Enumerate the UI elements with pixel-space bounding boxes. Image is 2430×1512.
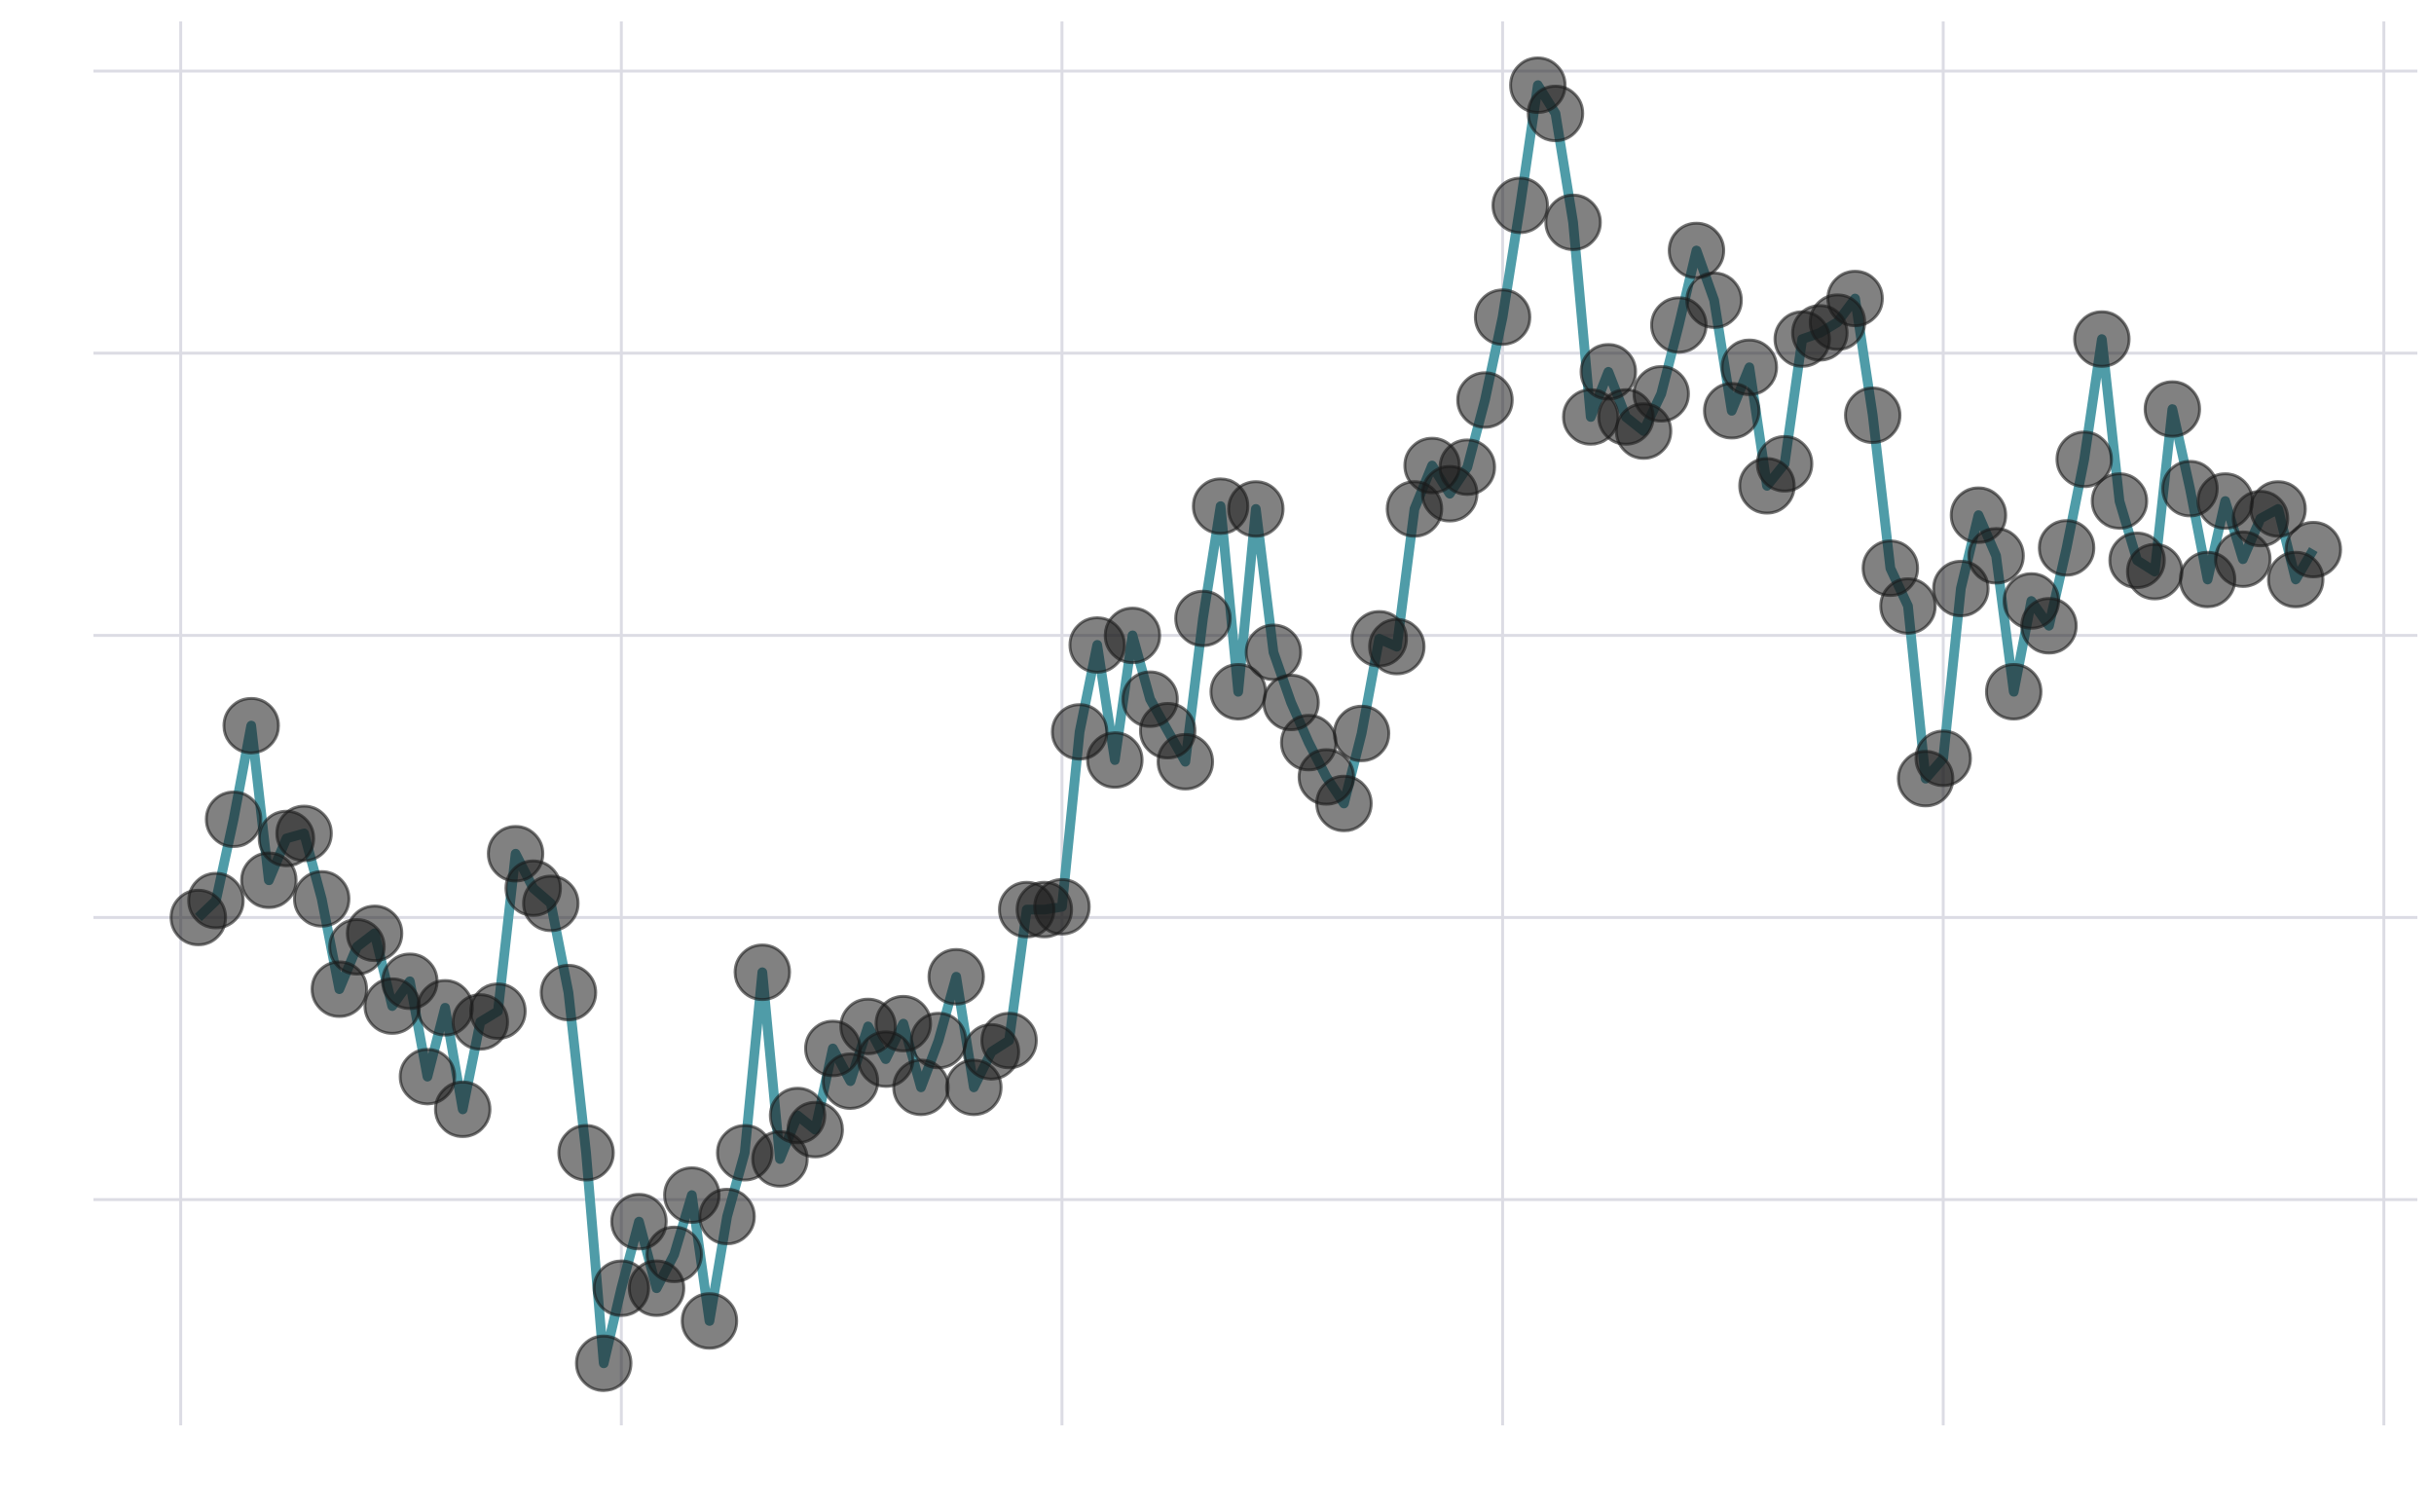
point	[1984, 663, 2043, 721]
line	[195, 80, 2318, 1369]
point	[609, 1193, 668, 1251]
point	[1455, 371, 1514, 429]
point	[539, 963, 598, 1021]
point	[1314, 774, 1373, 832]
point	[681, 1292, 739, 1350]
point	[2125, 542, 2184, 601]
point	[574, 1334, 633, 1392]
point	[1438, 438, 1496, 497]
point	[2073, 310, 2131, 368]
point	[1086, 731, 1144, 790]
point	[927, 947, 985, 1006]
point	[433, 1080, 492, 1138]
point	[1914, 729, 1972, 788]
point	[1544, 193, 1602, 251]
point	[1333, 704, 1391, 762]
point	[786, 1100, 844, 1159]
point	[1685, 271, 1744, 329]
point	[1967, 527, 2025, 585]
point	[1527, 84, 1585, 142]
point	[1879, 576, 1937, 635]
point	[1103, 607, 1161, 665]
point	[2249, 480, 2307, 538]
point	[1932, 559, 1990, 617]
point	[909, 1012, 968, 1070]
point	[1244, 623, 1303, 682]
point	[346, 904, 404, 963]
point	[2020, 597, 2079, 655]
point	[557, 1124, 615, 1182]
point	[1632, 365, 1690, 424]
point	[1227, 480, 1285, 538]
point	[2055, 430, 2114, 489]
point	[1844, 387, 1902, 445]
point	[2038, 519, 2096, 577]
point	[2090, 472, 2149, 531]
point	[1755, 434, 1814, 493]
point	[698, 1188, 756, 1246]
point	[1368, 617, 1426, 676]
point	[1491, 176, 1550, 235]
point	[468, 982, 527, 1041]
point	[1473, 288, 1531, 347]
point	[1668, 221, 1726, 279]
point	[2284, 520, 2342, 578]
point	[1157, 732, 1215, 791]
point	[645, 1225, 704, 1283]
point	[2143, 380, 2201, 438]
point	[1033, 877, 1091, 936]
point	[522, 874, 580, 933]
point	[204, 791, 263, 849]
point	[1825, 270, 1884, 328]
point	[1174, 589, 1233, 647]
point	[222, 696, 280, 755]
point	[979, 1012, 1038, 1070]
point	[1720, 338, 1779, 396]
point	[733, 943, 792, 1002]
point	[187, 871, 245, 930]
point	[292, 869, 350, 928]
point	[275, 804, 333, 863]
point	[398, 1048, 457, 1106]
